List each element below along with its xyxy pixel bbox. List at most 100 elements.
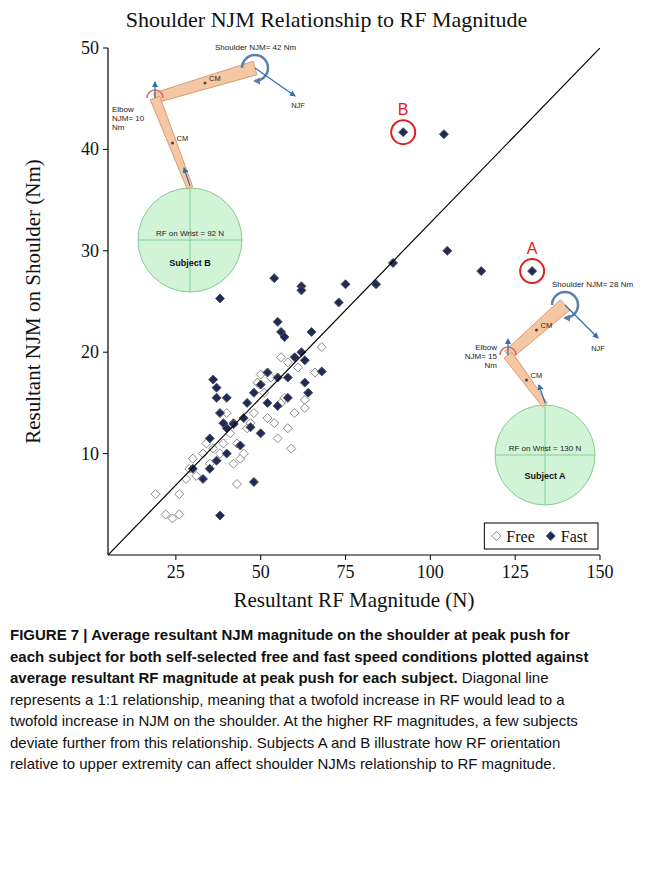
data-point xyxy=(215,511,224,520)
y-tick-label: 20 xyxy=(81,342,99,362)
y-axis-title: Resultant NJM on Shoulder (Nm) xyxy=(21,159,45,444)
data-point xyxy=(280,332,289,341)
data-point xyxy=(290,409,299,418)
data-point xyxy=(389,258,398,267)
data-point xyxy=(205,464,214,473)
data-point xyxy=(256,380,265,389)
title: Shoulder NJM Relationship to RF Magnitud… xyxy=(126,7,528,32)
shoulder-label: Shoulder NJM= 28 Nm xyxy=(552,280,633,289)
force-arrow xyxy=(539,385,545,403)
x-tick xyxy=(515,555,516,560)
data-point xyxy=(182,474,191,483)
cm-dot xyxy=(171,142,174,145)
legend: FreeFast xyxy=(484,523,598,549)
y-tick-label: 10 xyxy=(81,444,99,464)
legend-label: Free xyxy=(506,528,534,545)
x-tick xyxy=(175,555,176,560)
elbow-line: Elbow xyxy=(475,343,497,352)
data-point xyxy=(209,444,218,453)
elbow-label: ElbowNJM= 15Nm xyxy=(465,343,498,370)
data-point xyxy=(273,401,282,410)
x-tick xyxy=(260,555,261,560)
data-point xyxy=(263,398,272,407)
data-point xyxy=(283,358,292,367)
data-point xyxy=(219,439,228,448)
y-tick xyxy=(103,48,108,49)
data-point xyxy=(188,454,197,463)
x-tick-label: 100 xyxy=(417,562,444,582)
data-point xyxy=(297,286,306,295)
data-point xyxy=(243,398,252,407)
x-tick-label: 125 xyxy=(502,562,529,582)
cm-label: CM xyxy=(541,321,553,330)
y-tick-label: 30 xyxy=(81,241,99,261)
data-point xyxy=(334,298,343,307)
data-point xyxy=(399,128,408,137)
force-arrow xyxy=(184,168,190,186)
data-point xyxy=(215,294,224,303)
data-point xyxy=(294,363,303,372)
rf-label: RF on Wrist = 130 N xyxy=(509,444,582,453)
data-point xyxy=(270,274,279,283)
data-point xyxy=(222,449,231,458)
crosshair xyxy=(190,188,191,292)
data-point xyxy=(317,343,326,352)
annotation-circle xyxy=(520,259,544,283)
x-tick-label: 25 xyxy=(167,562,185,582)
data-point xyxy=(273,434,282,443)
force-circle xyxy=(495,405,595,505)
data-point xyxy=(236,441,245,450)
elbow-line: Nm xyxy=(485,361,498,370)
data-point xyxy=(477,267,486,276)
data-point xyxy=(246,423,255,432)
data-point xyxy=(439,130,448,139)
data-point xyxy=(249,409,258,418)
data-point xyxy=(317,367,326,376)
data-point xyxy=(300,403,309,412)
limb-segment xyxy=(150,96,193,189)
njf-label: NJF xyxy=(591,344,605,353)
data-point xyxy=(341,280,350,289)
force-arrow xyxy=(507,339,508,355)
elbow-label: ElbowNJM= 10Nm xyxy=(112,105,145,132)
data-point xyxy=(283,424,292,433)
x-tick xyxy=(600,555,601,560)
data-point xyxy=(263,414,272,423)
data-point xyxy=(229,420,238,429)
y-tick xyxy=(103,352,108,353)
crosshair xyxy=(545,405,546,505)
y-tick xyxy=(103,453,108,454)
elbow-line: Nm xyxy=(112,123,125,132)
y-tick xyxy=(103,250,108,251)
data-point xyxy=(528,267,537,276)
shoulder-label: Shoulder NJM= 42 Nm xyxy=(215,43,296,52)
data-point xyxy=(443,246,452,255)
annotation-label: A xyxy=(527,240,538,257)
data-point xyxy=(273,317,282,326)
x-tick-label: 75 xyxy=(337,562,355,582)
annotation-circle xyxy=(391,120,415,144)
caption: FIGURE 7 | Average resultant NJM magnitu… xyxy=(10,624,600,775)
data-point xyxy=(290,353,299,362)
y-tick-label: 50 xyxy=(81,38,99,58)
x-axis xyxy=(108,554,600,555)
x-tick xyxy=(430,555,431,560)
annotation-label: B xyxy=(398,101,409,118)
data-point xyxy=(222,393,231,402)
data-point xyxy=(175,490,184,499)
y-tick xyxy=(103,149,108,150)
reference-line xyxy=(108,48,600,555)
data-point xyxy=(287,444,296,453)
data-point xyxy=(307,327,316,336)
data-point xyxy=(232,480,241,489)
data-point xyxy=(215,409,224,418)
data-point xyxy=(304,388,313,397)
x-axis-title: Resultant RF Magnitude (N) xyxy=(234,588,475,612)
cm-dot xyxy=(535,329,538,332)
cm-label: CM xyxy=(531,371,543,380)
inset: CMCMShoulder NJM= 42 NmNJFElbowNJM= 10Nm… xyxy=(112,43,305,292)
data-point xyxy=(277,353,286,362)
cm-label: CM xyxy=(177,134,189,143)
data-point xyxy=(229,459,238,468)
page: Shoulder NJM Relationship to RF Magnitud… xyxy=(0,0,653,879)
